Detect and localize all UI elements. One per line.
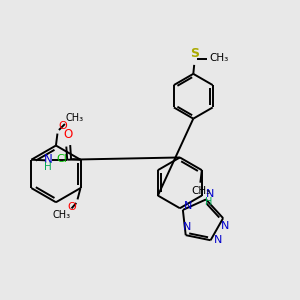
Text: N: N xyxy=(220,221,229,231)
Text: N: N xyxy=(214,235,223,245)
Text: O: O xyxy=(63,128,72,141)
Text: O: O xyxy=(68,202,76,212)
Text: CH₃: CH₃ xyxy=(53,210,71,220)
Text: H: H xyxy=(206,196,213,206)
Text: N: N xyxy=(183,201,192,212)
Text: N: N xyxy=(183,222,191,232)
Text: CH₃: CH₃ xyxy=(65,112,84,122)
Text: Cl: Cl xyxy=(57,154,68,164)
Text: N: N xyxy=(44,153,52,166)
Text: O: O xyxy=(58,121,67,131)
Text: CH₃: CH₃ xyxy=(191,186,211,196)
Text: S: S xyxy=(190,47,199,60)
Text: N: N xyxy=(206,189,214,199)
Text: CH₃: CH₃ xyxy=(209,53,228,63)
Text: H: H xyxy=(44,162,52,172)
